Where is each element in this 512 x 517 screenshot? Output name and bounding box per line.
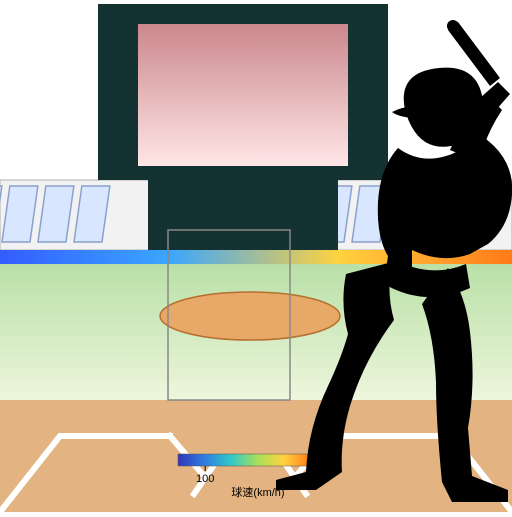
baseball-pitch-diagram: 100150球速(km/h) bbox=[0, 0, 512, 512]
svg-text:100: 100 bbox=[196, 473, 214, 485]
scene-svg: 100150球速(km/h) bbox=[0, 0, 512, 512]
pitchers-mound bbox=[160, 292, 340, 340]
